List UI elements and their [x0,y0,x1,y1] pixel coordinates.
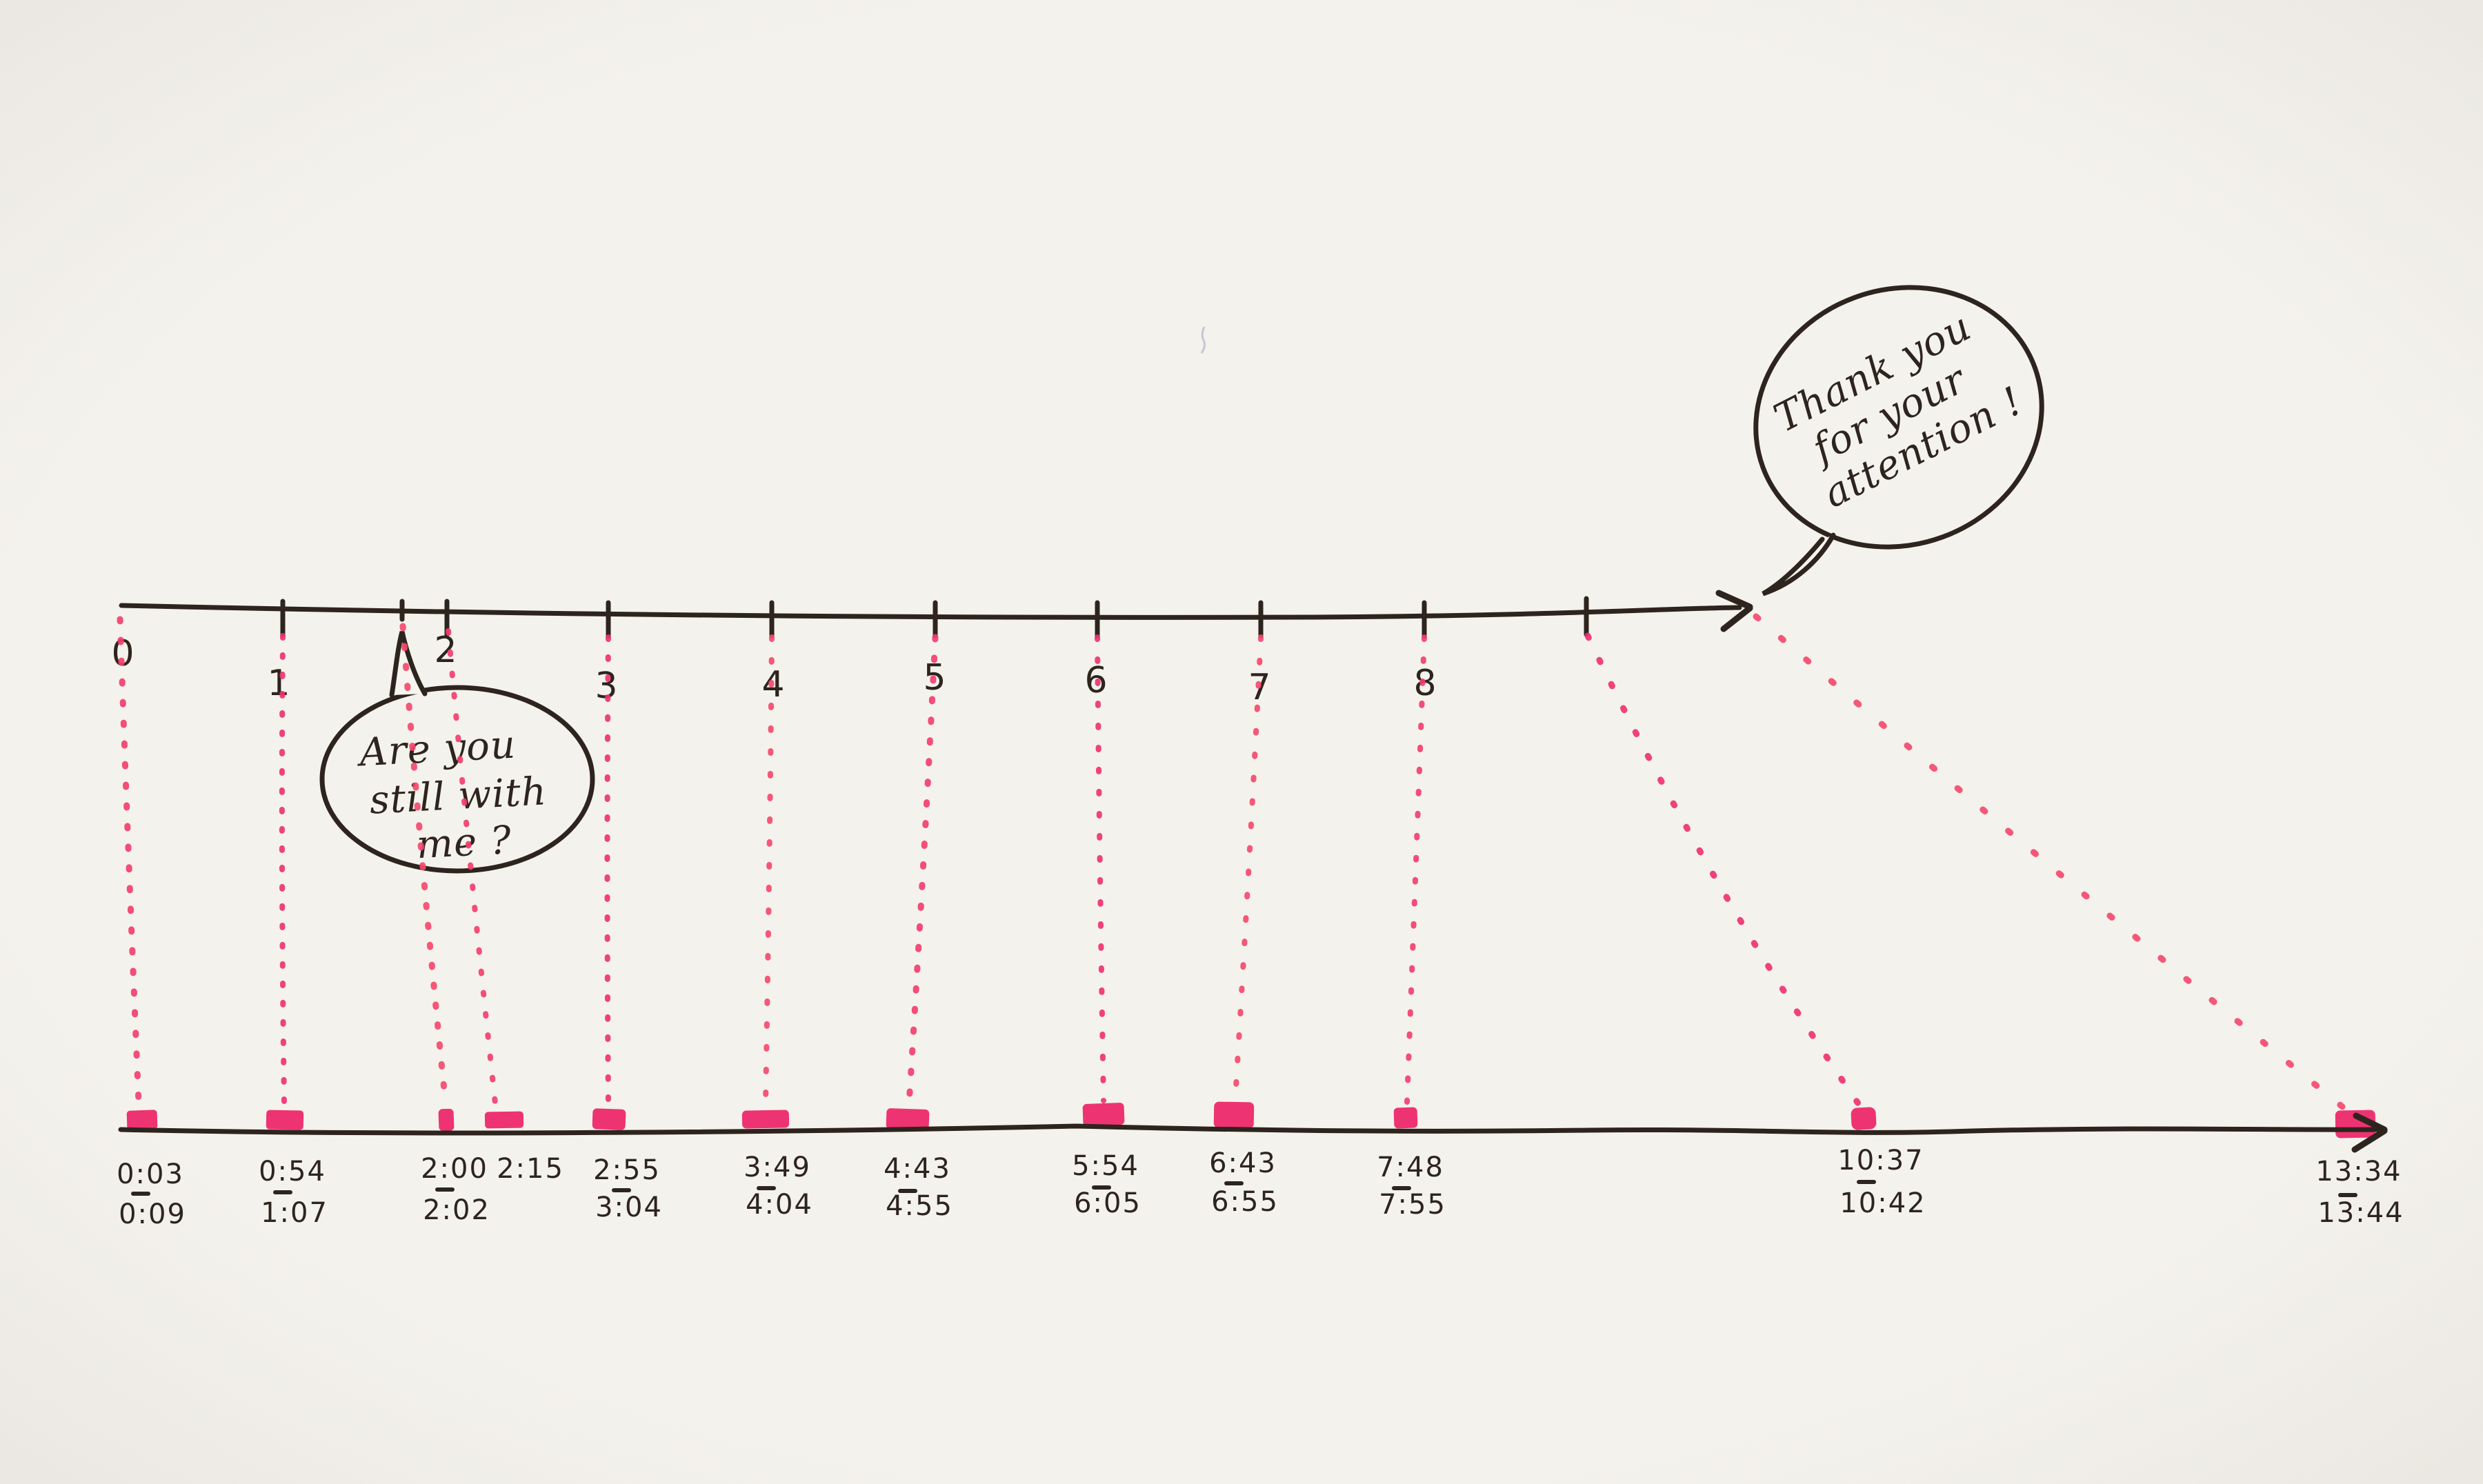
minute-label: 1 [267,663,290,704]
highlighter-blob [1082,1103,1125,1126]
time-end: 6:05 [1074,1187,1141,1219]
top-axis-arrowhead [1715,590,1753,632]
bottom-axis-arrowhead [2351,1112,2388,1153]
time-start: 13:34 [2315,1156,2402,1187]
dotted-connector [763,634,775,1106]
dotted-connector [446,628,498,1106]
highlighter-marks [126,1101,2376,1139]
time-end: 4:04 [746,1189,813,1221]
actual-time-label: 7:48 7:55 [1377,1152,1446,1221]
question-speech-bubble: Are you still with me ? [319,631,595,874]
time-end: 13:44 [2317,1197,2404,1229]
time-start: 2:00 [421,1153,488,1185]
highlighter-blob [741,1110,790,1129]
actual-time-label: 3:49 4:04 [744,1152,813,1221]
highlighter-blob [1213,1101,1255,1129]
time-start: 2:15 [497,1153,564,1185]
dotted-connector [117,616,142,1105]
dotted-connector [279,633,287,1106]
dotted-connector [1095,634,1106,1103]
time-start: 2:55 [593,1154,661,1186]
time-end: 4:55 [886,1190,953,1222]
actual-time-label: 2:00 2:02 [421,1153,490,1226]
highlighter-blob [438,1108,455,1132]
time-start: 4:43 [884,1153,951,1185]
time-end: 6:55 [1211,1186,1279,1218]
dotted-connector-lines [117,613,2349,1112]
dotted-connector [906,634,939,1107]
actual-time-label: 5:54 6:05 [1072,1150,1141,1219]
time-start: 3:49 [744,1152,811,1183]
actual-time-label: 2:55 3:04 [593,1154,663,1223]
time-end: 3:04 [595,1192,663,1223]
dotted-connector [1584,632,1862,1107]
actual-time-label: 2:15 [497,1153,564,1185]
time-end: 1:07 [261,1197,328,1229]
top-axis-line [119,603,1742,620]
time-end: 10:42 [1839,1187,1926,1219]
time-start: 10:37 [1837,1145,1924,1176]
time-end: 7:55 [1379,1189,1446,1221]
actual-time-label: 0:03 0:09 [117,1159,186,1230]
actual-time-label: 13:34 13:44 [2315,1156,2404,1229]
question-bubble-outline [319,685,595,874]
highlighter-blob [126,1110,158,1130]
question-bubble-text: Are you still with me ? [355,723,548,868]
thanks-bubble-outline [1753,285,2044,550]
question-line-2: still with [368,769,548,823]
actual-time-label: 6:43 6:55 [1209,1147,1279,1218]
time-start: 5:54 [1072,1150,1139,1182]
dotted-connector [604,634,611,1106]
bottom-axis: 0:03 0:09 0:54 1:07 2:00 2:022:15 2:55 3:04 3:49… [117,1112,2404,1230]
bottom-axis-line [118,1123,2380,1136]
minute-label: 2 [434,630,457,671]
scan-artifact [1200,326,1206,354]
thanks-bubble-tail [1762,532,1836,596]
actual-time-label: 4:43 4:55 [884,1153,953,1222]
actual-time-label: 10:37 10:42 [1837,1145,1926,1219]
question-line-1: Are you [355,723,517,776]
highlighter-blob [592,1108,626,1130]
highlighter-blob [1393,1107,1418,1129]
time-start: 0:54 [259,1156,326,1187]
time-start: 6:43 [1209,1147,1277,1179]
highlighter-blob [266,1110,304,1130]
highlighter-blob [484,1111,524,1129]
top-axis-ticks [280,596,1589,639]
highlighter-blob [1851,1107,1877,1130]
bottom-axis-labels: 0:03 0:09 0:54 1:07 2:00 2:022:15 2:55 3:04 3:49… [117,1145,2404,1230]
time-start: 0:03 [117,1159,184,1190]
dotted-connector [1404,634,1427,1105]
highlighter-blob [886,1108,930,1130]
question-line-3: me ? [415,818,512,868]
actual-time-label: 0:54 1:07 [259,1156,328,1229]
time-end: 0:09 [119,1199,186,1230]
dotted-connector [399,623,449,1107]
time-end: 2:02 [423,1194,490,1226]
time-start: 7:48 [1377,1152,1444,1183]
question-bubble-tail [389,631,428,698]
